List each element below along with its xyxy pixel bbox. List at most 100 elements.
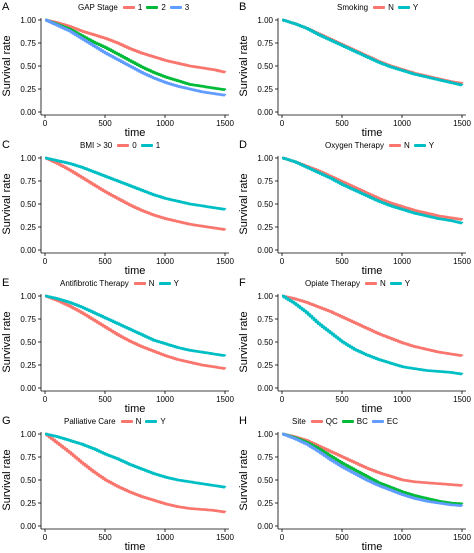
panel-letter: E <box>2 277 10 289</box>
y-tick-label: 0.50 <box>257 476 273 485</box>
legend: BMI > 30 0 1 <box>80 141 164 150</box>
y-tick-label: 0.75 <box>20 453 36 462</box>
y-tick-label: 0.00 <box>20 108 36 117</box>
y-tick-label: 1.00 <box>257 292 273 301</box>
legend-item: 1 <box>140 141 161 150</box>
x-tick-label: 1000 <box>156 395 174 404</box>
legend-label: 3 <box>184 3 190 12</box>
legend-title: Opiate Therapy <box>305 279 360 288</box>
y-tick-label: 0.50 <box>257 200 273 209</box>
y-tick-label: 0.00 <box>257 108 273 117</box>
y-tick-label: 0.00 <box>257 384 273 393</box>
y-axis-label: Survival rate <box>1 449 13 510</box>
y-tick-label: 0.75 <box>20 39 36 48</box>
x-tick-label: 0 <box>280 119 285 128</box>
y-axis-label: Survival rate <box>1 311 13 372</box>
survival-plot: 0.00 0.25 0.50 0.75 1.00 0 500 1000 1500 time Surv… <box>1 430 234 553</box>
legend-swatch <box>140 144 153 147</box>
legend-swatch <box>397 6 410 9</box>
legend-item: 1 <box>122 3 142 12</box>
legend-item: 2 <box>146 3 166 12</box>
y-tick-label: 0.00 <box>257 522 273 531</box>
y-tick-label: 0.75 <box>257 39 273 48</box>
series-line-n <box>45 294 227 370</box>
legend-label: 2 <box>161 3 166 12</box>
x-axis-label: time <box>362 541 383 553</box>
x-tick-label: 500 <box>98 395 112 404</box>
legend-item: Y <box>397 3 419 12</box>
y-tick-label: 0.75 <box>20 177 36 186</box>
x-tick-label: 0 <box>280 257 285 266</box>
x-tick-label: 500 <box>335 533 349 542</box>
x-tick-label: 0 <box>280 395 285 404</box>
x-tick-label: 0 <box>43 395 48 404</box>
y-tick-label: 0.50 <box>20 476 36 485</box>
legend: Opiate Therapy N Y <box>305 279 414 288</box>
y-axis-label: Survival rate <box>1 35 13 96</box>
y-tick-label: 1.00 <box>20 154 36 163</box>
series-line-1 <box>45 18 227 74</box>
legend-label: BC <box>356 417 368 426</box>
x-tick-label: 1000 <box>393 533 411 542</box>
y-tick-label: 0.00 <box>20 522 36 531</box>
series-line-y <box>282 156 464 225</box>
x-tick-label: 1500 <box>216 533 234 542</box>
legend-swatch <box>120 420 133 423</box>
legend: Oxygen Therapy N Y <box>325 141 438 150</box>
y-tick-label: 0.25 <box>20 361 36 370</box>
x-tick-label: 1000 <box>393 395 411 404</box>
legend-item: Y <box>158 279 179 288</box>
y-tick-label: 0.25 <box>20 223 36 232</box>
y-tick-label: 0.00 <box>20 246 36 255</box>
legend: Antifibrotic Therapy N Y <box>60 279 183 288</box>
x-axis-label: time <box>125 541 146 553</box>
legend-swatch <box>389 144 401 147</box>
legend-label: Y <box>412 3 419 12</box>
y-axis-label: Survival rate <box>238 311 250 372</box>
legend-item: N <box>120 417 141 426</box>
legend-swatch <box>373 6 386 9</box>
series-line-y <box>282 294 464 376</box>
survival-plot: 0.00 0.25 0.50 0.75 1.00 0 500 1000 1500 time Surv… <box>1 154 234 277</box>
legend-swatch <box>146 6 159 9</box>
legend-label: Y <box>428 141 435 150</box>
y-tick-label: 1.00 <box>257 154 273 163</box>
survival-plot: 0.00 0.25 0.50 0.75 1.00 0 500 1000 1500 time Surv… <box>238 154 471 277</box>
legend-label: N <box>380 279 386 288</box>
panel-letter: D <box>239 139 247 151</box>
legend-item: N <box>365 279 386 288</box>
legend-item: Y <box>413 141 435 150</box>
chart-panel-d: 0.00 0.25 0.50 0.75 1.00 0 500 1000 1500 time Surv… <box>237 138 474 277</box>
x-tick-label: 500 <box>98 119 112 128</box>
legend-item: N <box>373 3 394 12</box>
y-tick-label: 0.75 <box>257 315 273 324</box>
x-tick-label: 500 <box>335 257 349 266</box>
y-tick-label: 0.50 <box>257 62 273 71</box>
y-tick-label: 0.75 <box>257 177 273 186</box>
y-tick-label: 0.25 <box>257 361 273 370</box>
x-axis-label: time <box>362 265 383 277</box>
x-tick-label: 500 <box>98 533 112 542</box>
legend-swatch <box>169 6 182 9</box>
legend-swatch <box>365 282 377 285</box>
legend-label: QC <box>325 417 338 426</box>
legend-title: Palliative Care <box>64 417 116 426</box>
chart-panel-c: 0.00 0.25 0.50 0.75 1.00 0 500 1000 1500 time Surv… <box>0 138 237 277</box>
legend-swatch <box>341 420 354 423</box>
x-tick-label: 1000 <box>393 257 411 266</box>
y-tick-label: 1.00 <box>257 16 273 25</box>
x-axis-label: time <box>125 403 146 415</box>
legend-item: 0 <box>117 141 137 150</box>
chart-panel-b: 0.00 0.25 0.50 0.75 1.00 0 500 1000 1500 time Surv… <box>237 0 474 139</box>
series-line-y <box>282 18 464 87</box>
panel-letter: A <box>2 1 10 13</box>
y-tick-label: 0.00 <box>20 384 36 393</box>
legend-label: 1 <box>155 141 161 150</box>
chart-panel-e: 0.00 0.25 0.50 0.75 1.00 0 500 1000 1500 time Surv… <box>0 276 237 415</box>
x-tick-label: 0 <box>43 119 48 128</box>
x-axis-label: time <box>362 127 383 139</box>
chart-panel-f: 0.00 0.25 0.50 0.75 1.00 0 500 1000 1500 time Surv… <box>237 276 474 415</box>
legend-swatch <box>371 420 384 423</box>
legend-swatch <box>413 144 426 147</box>
series-line-ec <box>282 432 464 507</box>
